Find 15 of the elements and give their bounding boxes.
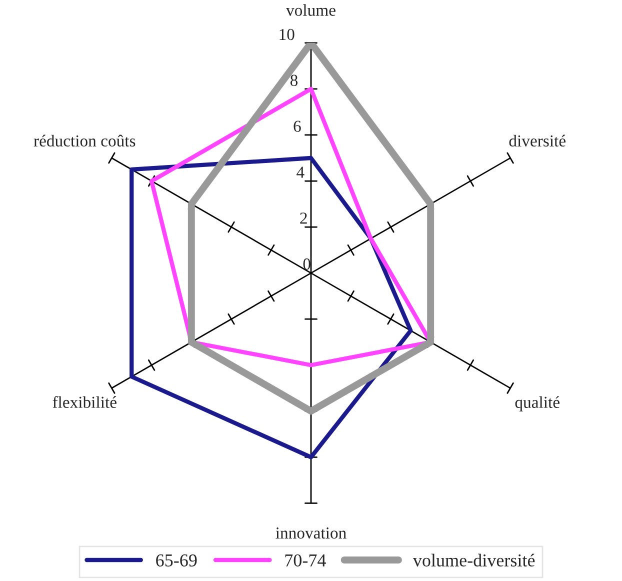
y-tick-label: 6 <box>294 120 301 132</box>
spoke-label: flexibilité <box>52 396 116 408</box>
spoke-label: réduction coûts <box>34 134 136 147</box>
spoke-label: qualité <box>515 396 560 412</box>
y-tick-label: 4 <box>296 166 304 178</box>
y-tick-label: 0 <box>303 258 310 270</box>
spoke-label: volume <box>286 4 336 16</box>
legend-label: 65-69 <box>156 554 197 566</box>
spoke-label: diversité <box>509 134 566 147</box>
legend-label: volume-diversité <box>412 554 535 566</box>
y-tick-label: 10 <box>280 28 294 40</box>
y-tick-label: 2 <box>300 212 307 224</box>
y-tick-label: 8 <box>290 74 298 86</box>
spoke-label: innovation <box>276 527 346 539</box>
legend-label: 70-74 <box>285 554 326 566</box>
